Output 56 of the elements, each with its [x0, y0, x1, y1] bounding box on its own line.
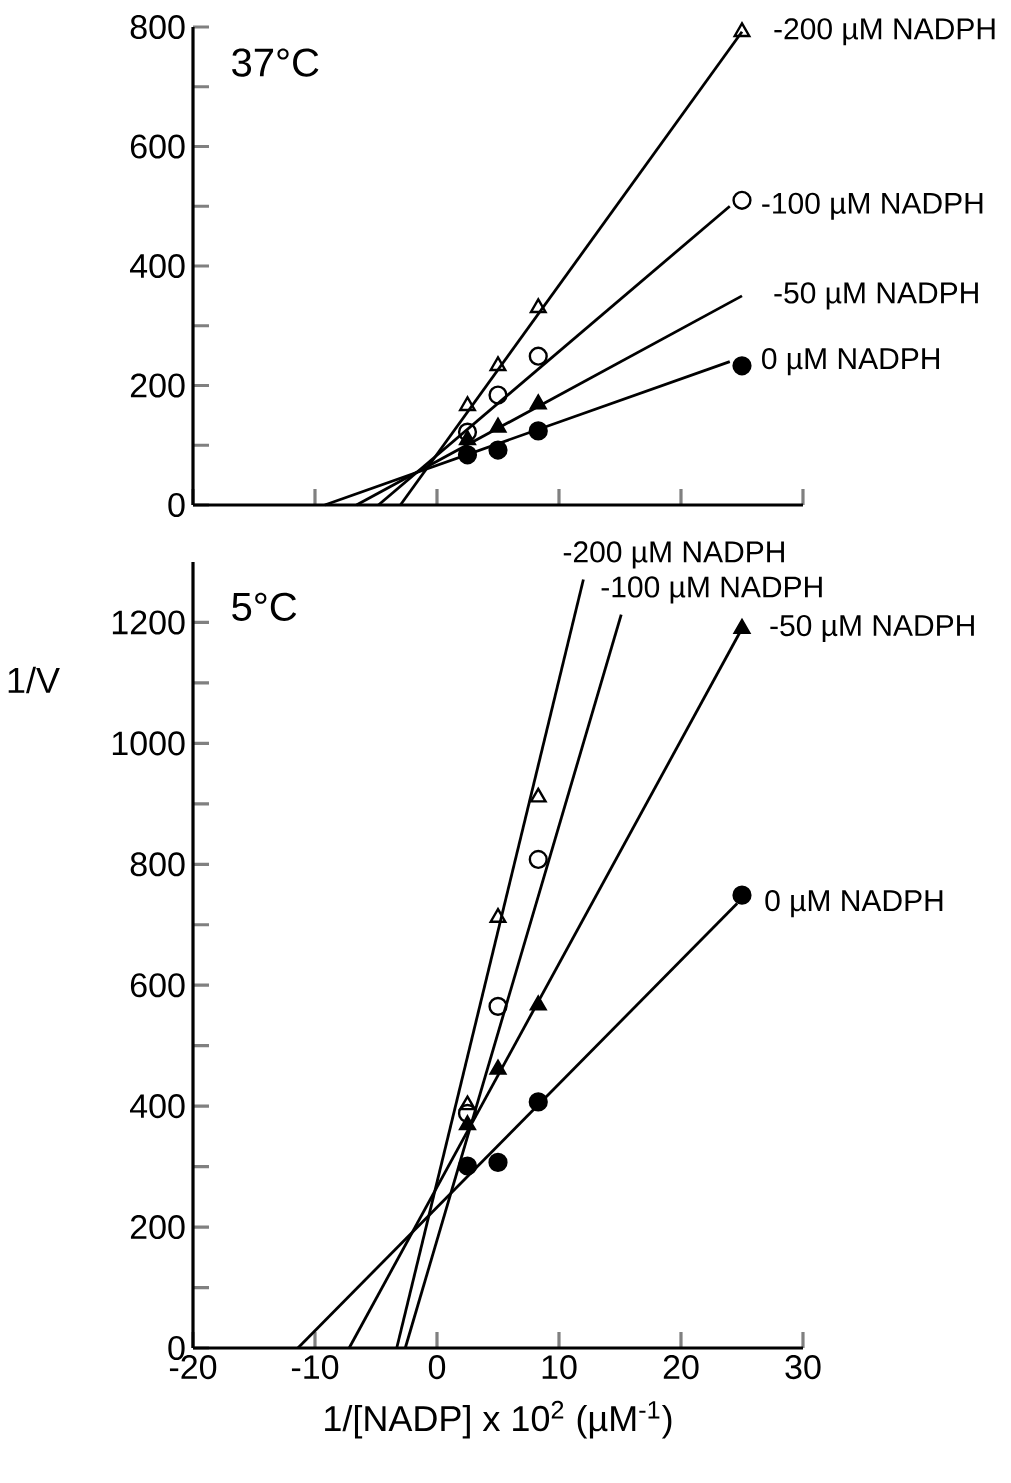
point	[457, 1156, 478, 1176]
x-tick-label: -10	[291, 1355, 339, 1380]
y-tick-label: 400	[129, 253, 185, 279]
point	[489, 907, 507, 923]
point	[529, 394, 547, 410]
point	[732, 356, 752, 376]
point	[488, 996, 508, 1016]
point	[457, 445, 478, 465]
series-label: -200 µM NADPH	[563, 541, 784, 569]
series-label: -100 µM NADPH	[601, 576, 822, 604]
y-tick-label: 800	[130, 852, 185, 877]
x-tick-label: 10	[542, 1355, 577, 1380]
y-tick-label: 600	[130, 134, 185, 159]
point	[733, 22, 751, 38]
point	[488, 440, 508, 460]
y-tick-label: 1200	[112, 610, 185, 635]
point	[488, 1152, 508, 1172]
point	[528, 1092, 548, 1112]
point	[459, 396, 476, 412]
point	[732, 190, 752, 210]
y-tick-label: 400	[129, 1094, 185, 1119]
point	[459, 1115, 476, 1131]
point	[529, 298, 547, 314]
point	[488, 385, 508, 405]
point	[528, 421, 548, 441]
series-label: -200 µM NADPH	[774, 18, 995, 46]
point	[732, 885, 752, 905]
point	[528, 849, 548, 870]
y-tick-label: 1000	[112, 731, 185, 756]
point	[459, 1095, 476, 1111]
x-tick-label: 30	[785, 1355, 821, 1380]
series-label: 0 µM NADPH	[765, 890, 943, 918]
annotation: 5°C	[232, 592, 297, 621]
point	[529, 787, 547, 803]
point	[528, 346, 548, 366]
y-tick-label: 600	[130, 973, 185, 998]
series-label: -50 µM NADPH	[774, 282, 978, 310]
y-axis-title: 1/V	[8, 666, 60, 694]
x-axis-title: 1/[NADP] x 10$^{2}$ (µM$^{-1}$)	[325, 1400, 672, 1439]
y-tick-label: 800	[130, 14, 185, 40]
series-label: 0 µM NADPH	[762, 348, 939, 376]
point	[489, 417, 507, 433]
y-tick-label: 0	[168, 492, 185, 518]
point	[489, 356, 507, 372]
point	[459, 430, 476, 446]
point	[489, 1059, 507, 1075]
series-label: -50 µM NADPH	[770, 614, 974, 643]
point	[733, 618, 751, 634]
y-tick-label: 200	[130, 1215, 185, 1240]
point	[529, 995, 547, 1011]
point	[457, 422, 478, 442]
x-tick-label: 0	[428, 1355, 446, 1380]
annotation: 37°C	[232, 48, 319, 77]
y-tick-label: 200	[130, 373, 185, 398]
series-label: -100 µM NADPH	[762, 192, 983, 220]
x-tick-label: 20	[663, 1355, 699, 1380]
